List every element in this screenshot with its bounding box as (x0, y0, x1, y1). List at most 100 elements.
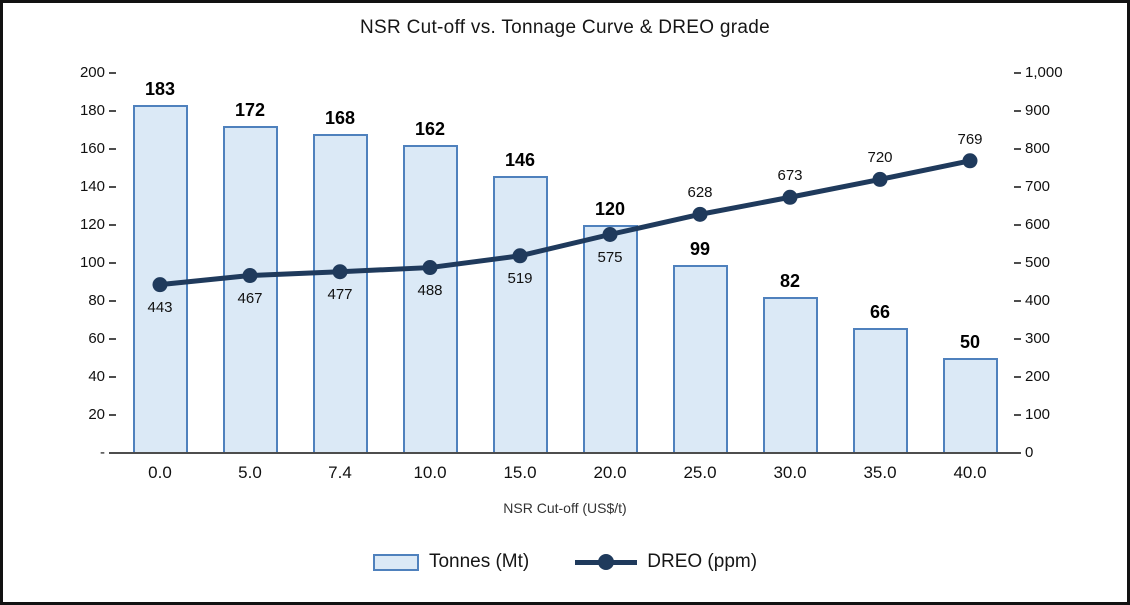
left-axis-tickmark (109, 224, 116, 226)
line-value-label: 720 (867, 149, 893, 167)
right-axis-tickmark (1014, 72, 1021, 74)
left-axis-tick: 60 (88, 330, 105, 347)
bar-10.0 (402, 145, 458, 453)
line-path (157, 158, 973, 288)
line-marker (602, 227, 618, 242)
legend-label-dreo: DREO (ppm) (647, 551, 758, 572)
legend-item-tonnes: Tonnes (Mt) (372, 551, 530, 573)
left-axis-tickmark (109, 262, 116, 264)
bar-15.0 (492, 176, 548, 453)
left-axis-tick: 120 (79, 216, 105, 233)
line-marker (962, 153, 978, 169)
right-axis-tick: 900 (1025, 102, 1051, 119)
left-axis-tick: 20 (88, 406, 105, 423)
right-axis-tick: 700 (1025, 178, 1051, 195)
plot-area: 183 172 168 162 146 120 99 82 66 50 443 467 477 488 51… (115, 73, 1015, 453)
left-axis-tickmark (109, 338, 116, 340)
line-marker (332, 264, 348, 280)
line-value-label: 467 (237, 289, 263, 307)
right-axis-tickmark (1014, 338, 1021, 340)
right-axis-tick: 500 (1025, 254, 1051, 271)
left-axis-tickmark (109, 72, 116, 74)
x-tick-label: 15.0 (503, 463, 537, 482)
right-axis-tickmark (1014, 376, 1021, 378)
left-axis-tick: 100 (79, 254, 105, 271)
bar-value-label: 66 (869, 302, 891, 322)
bar-value-label: 146 (504, 150, 536, 170)
line-value-label: 519 (507, 269, 533, 287)
right-axis-tick: 400 (1025, 292, 1051, 309)
bar-40.0 (942, 358, 998, 453)
bar-7.4 (312, 134, 368, 453)
right-axis-tickmark (1014, 110, 1021, 112)
bar-value-label: 168 (324, 108, 356, 128)
left-axis-tickmark (109, 186, 116, 188)
right-axis-tick: 200 (1025, 368, 1051, 385)
left-axis-tick: 140 (79, 178, 105, 195)
left-axis-tick: 160 (79, 140, 105, 157)
legend-item-dreo: DREO (ppm) (575, 551, 757, 573)
line-value-label: 488 (417, 281, 443, 299)
left-axis-tickmark (109, 110, 116, 112)
line-value-label: 477 (327, 285, 353, 303)
left-axis-tick: - (100, 444, 105, 461)
left-axis-tickmark (109, 452, 116, 454)
x-tick-label: 10.0 (413, 463, 447, 482)
line-marker (782, 189, 798, 205)
bar-value-label: 183 (144, 79, 176, 99)
legend-label-tonnes: Tonnes (Mt) (428, 551, 530, 572)
dreo-line-marker (598, 554, 615, 570)
left-axis-tick: 180 (79, 102, 105, 119)
tonnes-bar-swatch (372, 553, 419, 571)
x-axis-line (109, 452, 1021, 454)
left-axis-tickmark (109, 148, 116, 150)
bar-25.0 (672, 265, 728, 453)
line-value-label: 769 (957, 130, 983, 148)
left-axis-tickmark (109, 414, 116, 416)
right-axis-tick: 300 (1025, 330, 1051, 347)
left-axis-tickmark (109, 300, 116, 302)
line-marker (422, 260, 438, 276)
right-axis-tickmark (1014, 186, 1021, 188)
x-tick-label: 20.0 (593, 463, 627, 482)
right-axis-tick: 0 (1025, 444, 1034, 461)
x-tick-label: 35.0 (863, 463, 897, 482)
left-axis-tick: 40 (88, 368, 105, 385)
left-axis-tick: 200 (79, 64, 105, 81)
x-tick-label: 30.0 (773, 463, 807, 482)
line-value-label: 575 (597, 248, 623, 266)
bar-value-label: 99 (689, 239, 711, 259)
line-value-label: 628 (687, 184, 713, 202)
chart-title: NSR Cut-off vs. Tonnage Curve & DREO gra… (359, 17, 771, 38)
bar-value-label: 50 (959, 332, 981, 352)
bar-value-label: 82 (779, 271, 801, 291)
bar-value-label: 172 (234, 100, 266, 120)
x-tick-label: 0.0 (148, 463, 172, 482)
left-axis-tick: 80 (88, 292, 105, 309)
dreo-line-series (152, 153, 978, 293)
bar-5.0 (222, 126, 278, 453)
bar-30.0 (762, 297, 818, 453)
right-axis-tickmark (1014, 148, 1021, 150)
right-axis-tickmark (1014, 300, 1021, 302)
x-axis-title: NSR Cut-off (US$/t) (503, 500, 627, 516)
line-marker (692, 206, 708, 222)
line-marker (512, 248, 528, 264)
x-tick-label: 25.0 (683, 463, 717, 482)
line-marker (242, 268, 258, 284)
right-axis-tickmark (1014, 452, 1021, 454)
right-axis-tick: 100 (1025, 406, 1051, 423)
x-tick-label: 5.0 (238, 463, 262, 482)
line-marker (152, 277, 168, 293)
bar-value-label: 162 (414, 119, 446, 139)
x-tick-label: 40.0 (953, 463, 987, 482)
dreo-line-swatch (575, 553, 638, 571)
line-value-label: 443 (147, 298, 173, 316)
right-axis-tickmark (1014, 262, 1021, 264)
x-tick-label: 7.4 (328, 463, 352, 482)
right-axis-tick: 600 (1025, 216, 1051, 233)
right-axis-tickmark (1014, 414, 1021, 416)
left-axis-tickmark (109, 376, 116, 378)
bar-35.0 (852, 328, 908, 453)
